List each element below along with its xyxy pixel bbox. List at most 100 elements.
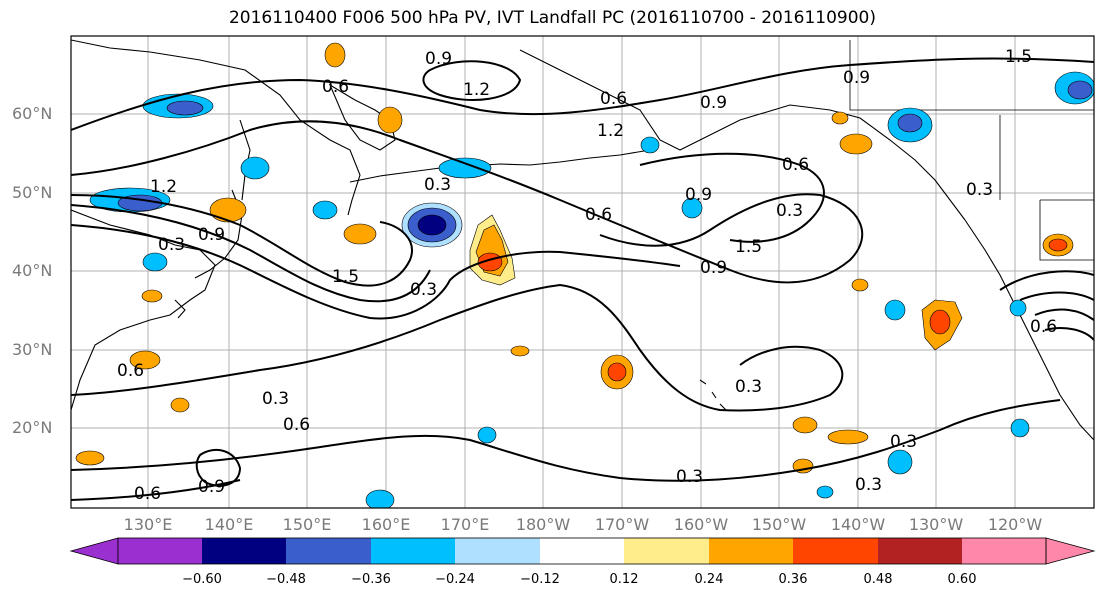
contour-0.6-south [71, 479, 241, 501]
colorbar-bin [371, 538, 455, 564]
contour-label: 1.2 [463, 80, 490, 100]
contour-label: 0.6 [134, 484, 161, 504]
lon-label: 170°W [594, 515, 650, 534]
colorbar-tick-label: −0.60 [182, 572, 222, 587]
lon-label: 140°W [830, 515, 886, 534]
contour-label: 0.3 [855, 475, 882, 495]
contour-label: 0.3 [262, 389, 289, 409]
gridlines [71, 36, 1094, 508]
contour-label: 1.5 [332, 267, 359, 287]
colorbar-bin [202, 538, 286, 564]
contour-label: 0.6 [117, 361, 144, 381]
contour-label: 0.9 [425, 49, 452, 69]
colorbar-bin [118, 538, 202, 564]
contour-label: 0.6 [283, 415, 310, 435]
na-west-coast [964, 219, 1094, 441]
contour-label: 0.6 [782, 155, 809, 175]
colorbar-bin [962, 538, 1046, 564]
colorbar-extend-high [1045, 537, 1096, 565]
colorbar-bin [624, 538, 709, 564]
map-title: 2016110400 F006 500 hPa PV, IVT Landfall… [228, 8, 876, 28]
contour-0.9-loop-sw [195, 448, 242, 487]
contour-east-low-4 [1044, 327, 1094, 341]
colorbar-bin [878, 538, 962, 564]
lon-label: 170°E [440, 515, 490, 534]
contour-1.5-trough [71, 194, 413, 287]
lat-label: 30°N [12, 340, 53, 359]
contour-east-low [999, 270, 1094, 291]
contour-upper-belt [71, 120, 864, 284]
contour-east-low-2 [1019, 291, 1094, 301]
contour-label: 1.5 [1005, 47, 1032, 67]
contour-label: 1.2 [150, 177, 177, 197]
colorbar-tick-label: 0.24 [694, 572, 724, 587]
lon-label: 160°W [673, 515, 729, 534]
lon-label: 130°W [908, 515, 964, 534]
contour-0.6-north [71, 57, 1094, 131]
contour-label: 0.9 [198, 477, 225, 497]
colorbar-tick-label: 0.36 [778, 572, 808, 587]
colorbar-tick-label: −0.24 [435, 572, 475, 587]
lon-label: 150°E [282, 515, 332, 534]
lon-label: 150°W [751, 515, 807, 534]
contour-label: 0.3 [776, 201, 803, 221]
contour-label: 0.9 [685, 185, 712, 205]
contour-0.3-south [71, 283, 844, 412]
lat-label: 40°N [12, 261, 53, 280]
contour-label: 0.9 [700, 258, 727, 278]
contour-label: 1.5 [735, 237, 762, 257]
map-frame [70, 35, 1095, 509]
map-area: 0.9 1.5 0.6 1.2 0.9 0.6 1.2 0.9 0.6 0.3 … [71, 36, 1094, 508]
contour-label: 0.3 [676, 467, 703, 487]
contour-label: 0.3 [424, 175, 451, 195]
colorbar-tick-label: −0.12 [520, 572, 560, 587]
contour-label: 0.9 [198, 225, 225, 245]
country-borders [849, 40, 1094, 261]
contour-label: 0.3 [890, 432, 917, 452]
contour-label: 0.3 [966, 180, 993, 200]
colorbar-tick-label: 0.60 [947, 572, 977, 587]
colorbar-bin [286, 538, 371, 564]
colorbar-bin [709, 538, 793, 564]
contour-0.3-low [71, 399, 1061, 482]
colorbar-tick-label: −0.36 [351, 572, 391, 587]
colorbar-bin [540, 538, 624, 564]
contour-label: 0.3 [158, 235, 185, 255]
asia-coastline [71, 39, 361, 216]
colorbar-tick-label: −0.48 [266, 572, 306, 587]
lat-label: 60°N [12, 104, 53, 123]
contour-label: 0.3 [410, 280, 437, 300]
hawaii [699, 379, 727, 411]
contour-label: 0.6 [322, 77, 349, 97]
alaska-coast [519, 49, 966, 221]
lon-label: 130°E [123, 515, 173, 534]
ivt-shading [75, 42, 1094, 508]
colorbar-tick-label: 0.48 [863, 572, 893, 587]
contour-label: 0.9 [700, 93, 727, 113]
lon-label: 120°W [987, 515, 1043, 534]
lat-label: 50°N [12, 183, 53, 202]
colorbar-extend-low [69, 537, 119, 565]
contour-label: 1.2 [597, 121, 624, 141]
colorbar-bin [793, 538, 878, 564]
lon-label: 140°E [204, 515, 254, 534]
contour-label: 0.6 [1030, 317, 1057, 337]
lat-label: 20°N [12, 418, 53, 437]
pv-contours [71, 57, 1094, 501]
contour-0.6-mid [71, 224, 681, 320]
contour-1.2-loop [422, 60, 522, 101]
lon-label: 180°W [515, 515, 571, 534]
colorbar-bin [455, 538, 540, 564]
contour-ridge-east [639, 152, 825, 243]
lon-label: 160°E [361, 515, 411, 534]
contour-east-low-3 [1034, 308, 1094, 321]
aleutians [349, 149, 651, 183]
colorbar-tick-label: 0.12 [609, 572, 639, 587]
contour-label: 0.9 [843, 68, 870, 88]
contour-labels: 0.9 1.5 0.6 1.2 0.9 0.6 1.2 0.9 0.6 0.3 … [117, 47, 1057, 504]
kamchatka [328, 83, 396, 151]
contour-label: 0.6 [585, 205, 612, 225]
contour-label: 0.3 [735, 377, 762, 397]
contour-0.9-trough [71, 204, 431, 303]
